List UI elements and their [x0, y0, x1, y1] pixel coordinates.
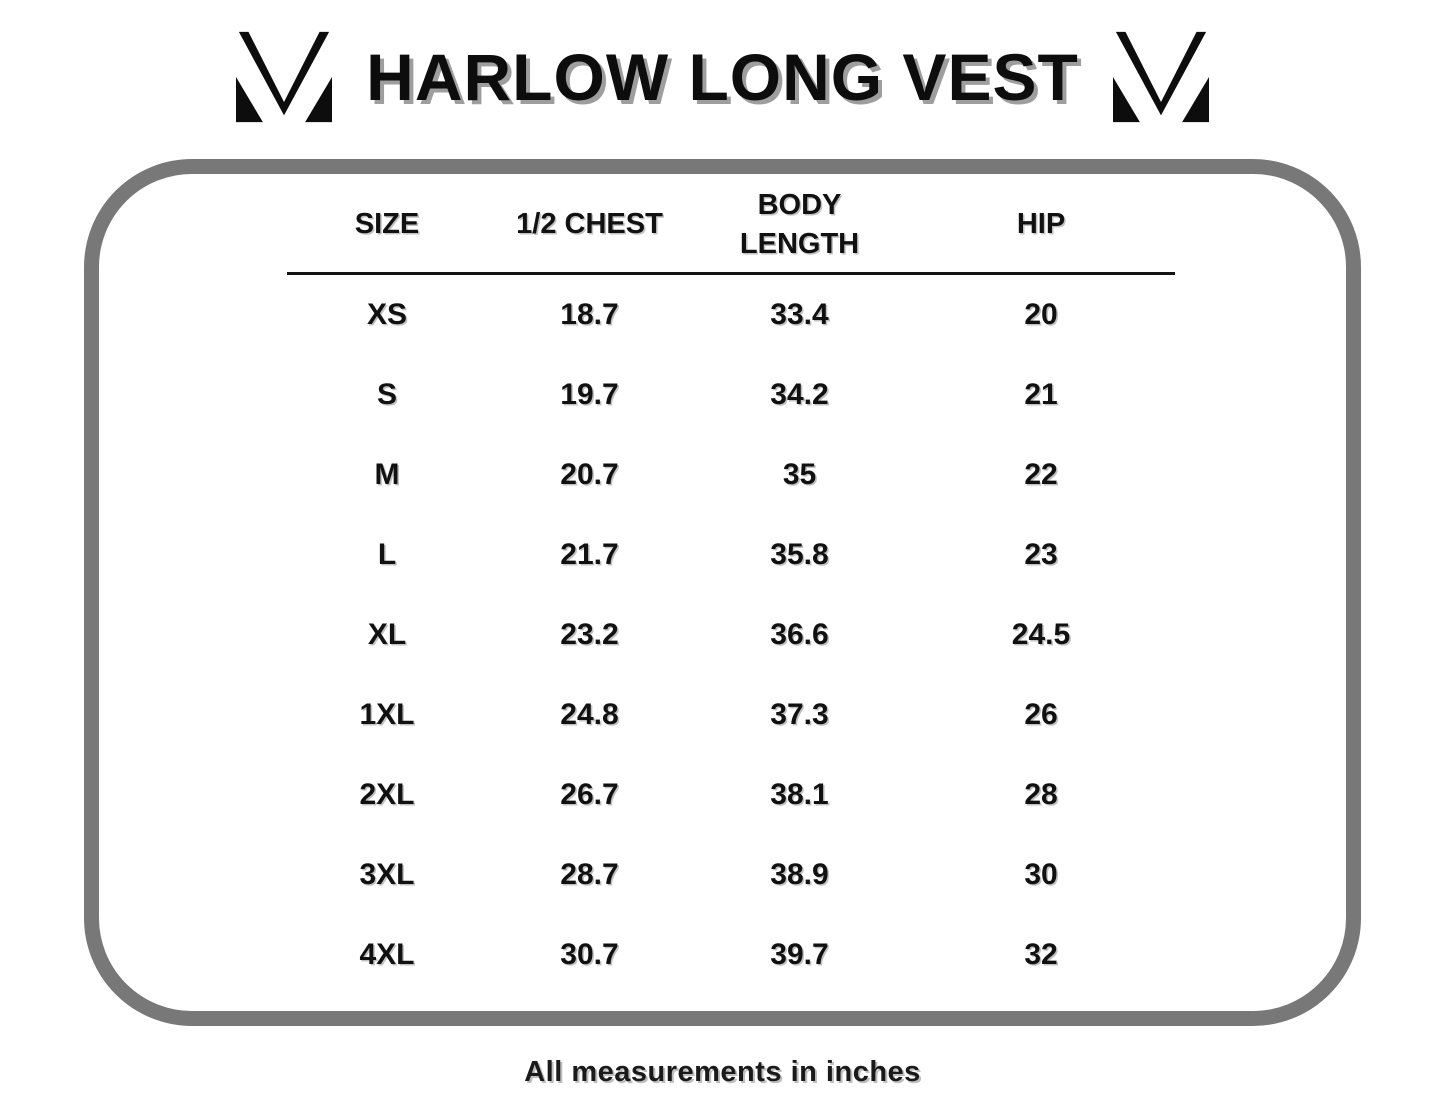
half-chest-value: 30.7: [560, 938, 619, 971]
hip-value: 20: [1024, 298, 1058, 331]
column-header-half-chest: 1/2 CHEST: [516, 208, 663, 241]
table-row-m: M 20.7 35 22: [287, 435, 1175, 515]
table-row-1xl: 1XL 24.8 37.3 26: [287, 675, 1175, 755]
table-row-s: S 19.7 34.2 21: [287, 355, 1175, 435]
size-label: M: [374, 458, 400, 491]
hip-value: 28: [1024, 778, 1058, 811]
body-length-value: 39.7: [770, 938, 829, 971]
hip-value: 26: [1024, 698, 1058, 731]
half-chest-value: 23.2: [560, 618, 619, 651]
size-label: 3XL: [359, 858, 415, 891]
size-label: 2XL: [359, 778, 415, 811]
column-header-size: SIZE: [354, 208, 420, 241]
header: HARLOW LONG VEST: [0, 0, 1445, 128]
hip-value: 30: [1024, 858, 1058, 891]
hip-value: 24.5: [1011, 618, 1071, 651]
body-length-value: 35.8: [770, 538, 829, 571]
hip-value: 21: [1024, 378, 1058, 411]
brand-m-logo-icon: [236, 31, 333, 123]
half-chest-value: 19.7: [560, 378, 619, 411]
column-header-hip: HIP: [1016, 208, 1066, 241]
size-label: 1XL: [359, 698, 415, 731]
size-chart-panel: SIZE 1/2 CHEST BODY LENGTH HIP XS 18.7 3…: [84, 159, 1361, 1026]
body-length-value: 37.3: [770, 698, 829, 731]
half-chest-value: 18.7: [560, 298, 619, 331]
table-row-l: L 21.7 35.8 23: [287, 515, 1175, 595]
table-row-xl: XL 23.2 36.6 24.5: [287, 595, 1175, 675]
body-length-value: 35: [782, 458, 817, 491]
size-label: XL: [367, 618, 407, 651]
header-divider: [287, 272, 1175, 275]
table-row-3xl: 3XL 28.7 38.9 30: [287, 835, 1175, 915]
size-table: SIZE 1/2 CHEST BODY LENGTH HIP XS 18.7 3…: [287, 178, 1175, 995]
brand-m-logo-icon: [1112, 31, 1209, 123]
hip-value: 32: [1024, 938, 1058, 971]
body-length-value: 36.6: [770, 618, 829, 651]
hip-value: 23: [1024, 538, 1058, 571]
body-length-value: 38.1: [770, 778, 829, 811]
body-length-value: 38.9: [770, 858, 829, 891]
half-chest-value: 28.7: [560, 858, 619, 891]
size-label: S: [376, 378, 397, 411]
size-label: 4XL: [359, 938, 415, 971]
half-chest-value: 26.7: [560, 778, 619, 811]
table-row-4xl: 4XL 30.7 39.7 32: [287, 915, 1175, 995]
measurements-note: All measurements in inches: [524, 1056, 921, 1088]
size-label: XS: [366, 298, 408, 331]
body-length-value: 33.4: [770, 298, 829, 331]
page-title: HARLOW LONG VEST: [366, 40, 1079, 114]
table-row-2xl: 2XL 26.7 38.1 28: [287, 755, 1175, 835]
body-length-value: 34.2: [770, 378, 829, 411]
table-row-xs: XS 18.7 33.4 20: [287, 275, 1175, 355]
table-header-row: SIZE 1/2 CHEST BODY LENGTH HIP: [287, 178, 1175, 272]
hip-value: 22: [1024, 458, 1058, 491]
half-chest-value: 24.8: [560, 698, 619, 731]
size-label: L: [377, 538, 397, 571]
column-header-body-length: BODY LENGTH: [739, 188, 860, 260]
half-chest-value: 21.7: [560, 538, 619, 571]
half-chest-value: 20.7: [560, 458, 619, 491]
